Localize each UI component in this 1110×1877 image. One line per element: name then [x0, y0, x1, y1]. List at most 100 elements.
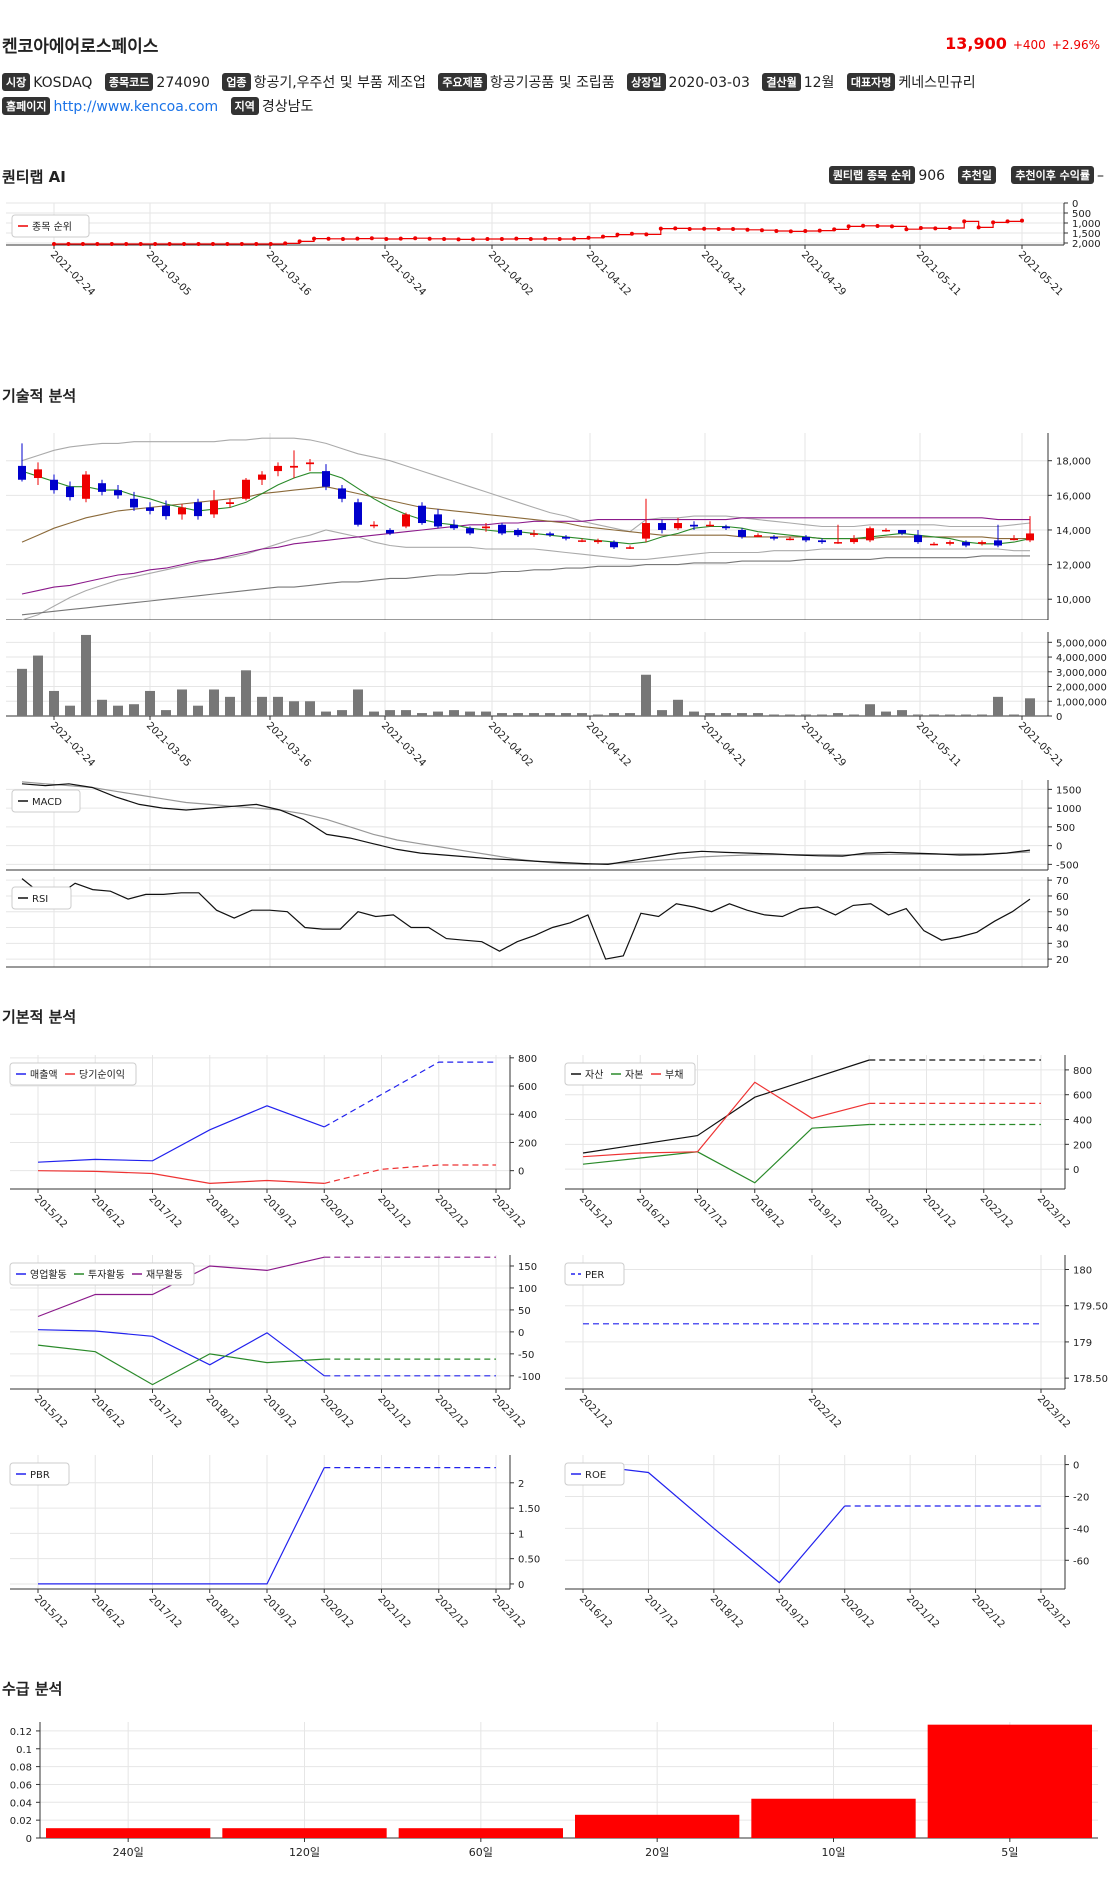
x-tick-label: 2021-02-24	[48, 720, 97, 769]
bb-upper-line	[21, 437, 1031, 533]
volume-bar	[769, 714, 779, 716]
x-tick-label: 2018/12	[204, 1393, 241, 1430]
candle-body	[354, 502, 362, 525]
ma20-line	[21, 486, 1030, 543]
volume-bar	[753, 713, 763, 716]
candle-body	[146, 507, 154, 511]
candle-body	[82, 474, 90, 499]
volume-bar	[353, 689, 363, 716]
candle-body	[898, 529, 906, 534]
x-tick-label: 2022/12	[806, 1393, 843, 1430]
candle-body	[194, 502, 202, 517]
candle-body	[418, 505, 426, 524]
y-tick-label: 179	[1073, 1338, 1092, 1349]
x-tick-label: 5일	[1001, 1845, 1018, 1859]
x-tick-label: 2021/12	[904, 1593, 941, 1630]
x-tick-label: 2021-03-05	[144, 249, 193, 298]
legend-box	[9, 1462, 70, 1486]
candle-body	[50, 479, 58, 491]
candle-body	[722, 526, 730, 529]
rank-point	[1005, 219, 1010, 224]
region-tag: 지역	[230, 97, 259, 115]
ma5-line	[21, 470, 1031, 545]
rank-point	[774, 229, 779, 233]
rank-point	[413, 236, 418, 241]
x-tick-label: 2021-04-29	[799, 249, 848, 298]
y-tick-label: 0.04	[10, 1798, 32, 1809]
signal-line	[21, 781, 1031, 866]
y-tick-label: 5,000,000	[1056, 638, 1107, 649]
y-tick-label: 30	[1056, 939, 1069, 950]
legend-label: 부채	[665, 1069, 683, 1081]
candle-body	[322, 471, 330, 487]
rank-point	[312, 236, 317, 241]
profit-line-forecast	[324, 1164, 496, 1184]
y-tick-label: 400	[1073, 1116, 1092, 1127]
volume-bar	[913, 714, 923, 716]
volume-bar	[865, 704, 875, 716]
y-tick-label: -100	[518, 1372, 541, 1383]
rank-point	[95, 242, 100, 246]
y-tick-label: 1500	[1056, 785, 1081, 796]
rank-value: 906	[918, 168, 946, 184]
y-tick-label: 100	[518, 1284, 537, 1295]
candle-body	[18, 465, 26, 480]
rank-point	[283, 241, 288, 246]
pbr-line	[38, 1467, 325, 1585]
volume-bar	[273, 696, 283, 716]
candle-body	[258, 474, 266, 480]
x-tick-label: 2016/12	[634, 1193, 671, 1230]
rank-point	[1020, 218, 1024, 223]
y-tick-label: 4,000,000	[1056, 653, 1107, 664]
volume-bar	[801, 714, 811, 716]
candle-body	[338, 488, 346, 499]
x-tick-label: 2020/12	[839, 1593, 876, 1630]
x-tick-label: 2021-04-21	[699, 720, 748, 769]
x-tick-label: 2019/12	[806, 1193, 843, 1230]
rank-point	[182, 242, 187, 246]
x-tick-label: 2018/12	[204, 1193, 241, 1230]
x-tick-label: 2016/12	[577, 1593, 614, 1630]
y-tick-label: -50	[518, 1350, 534, 1361]
y-tick-label: 14,000	[1056, 526, 1091, 537]
rank-point	[788, 229, 793, 234]
rec-date-tag: 추천일	[957, 166, 996, 184]
volume-bar	[897, 710, 907, 716]
x-tick-label: 2021-03-24	[379, 720, 428, 769]
rank-point	[629, 231, 634, 236]
volume-bar	[65, 705, 75, 716]
rsi-chart: 70 60 50 40 30 20 RSI	[6, 876, 1069, 968]
rank-point	[658, 226, 663, 231]
legend-label: 재무활동	[146, 1268, 183, 1281]
rank-point	[355, 236, 360, 241]
rank-point	[210, 242, 215, 246]
legend-label: 종목 순위	[32, 220, 72, 233]
x-tick-label: 2021-04-02	[486, 249, 535, 298]
homepage-link[interactable]: http://www.kencoa.com	[53, 99, 219, 115]
roe-line	[582, 1464, 846, 1584]
candle-body	[498, 524, 506, 534]
y-tick-label: 180	[1073, 1265, 1092, 1276]
volume-bar	[513, 713, 523, 716]
y-tick-label: 0	[1056, 842, 1062, 853]
candle-body	[578, 540, 586, 542]
rank-point	[731, 227, 736, 231]
candle-body	[370, 524, 378, 527]
rank-point	[442, 237, 447, 241]
rank-point	[933, 226, 938, 231]
volume-bar	[369, 711, 379, 716]
volume-bar	[817, 714, 827, 716]
rank-point	[947, 226, 952, 230]
candle-body	[594, 540, 602, 543]
volume-bar	[33, 655, 43, 716]
rank-point	[644, 232, 649, 237]
volume-bar	[945, 714, 955, 716]
candle-body	[66, 486, 74, 498]
x-tick-label: 2023/12	[1035, 1193, 1072, 1230]
candle-body	[690, 524, 698, 527]
rank-point	[427, 236, 432, 241]
volume-chart: 5,000,000 4,000,000 3,000,000 2,000,000 1,00…	[6, 632, 1107, 769]
y-tick-label: 0	[1073, 1461, 1079, 1472]
rank-point	[340, 237, 345, 241]
macd-line	[21, 783, 1031, 866]
